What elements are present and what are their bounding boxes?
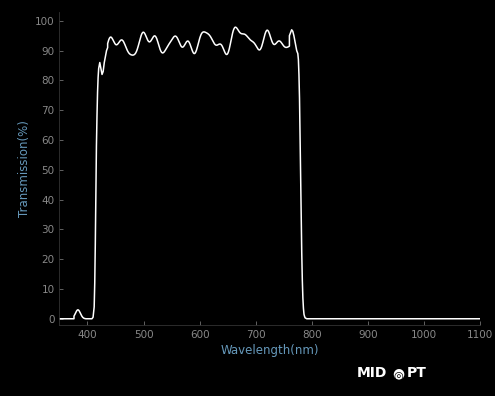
Text: ●: ● xyxy=(393,366,404,380)
Text: MID: MID xyxy=(356,366,387,380)
Text: ◎: ◎ xyxy=(394,370,403,380)
X-axis label: Wavelength(nm): Wavelength(nm) xyxy=(221,344,319,357)
Text: PT: PT xyxy=(407,366,427,380)
Y-axis label: Transmission(%): Transmission(%) xyxy=(18,120,31,217)
